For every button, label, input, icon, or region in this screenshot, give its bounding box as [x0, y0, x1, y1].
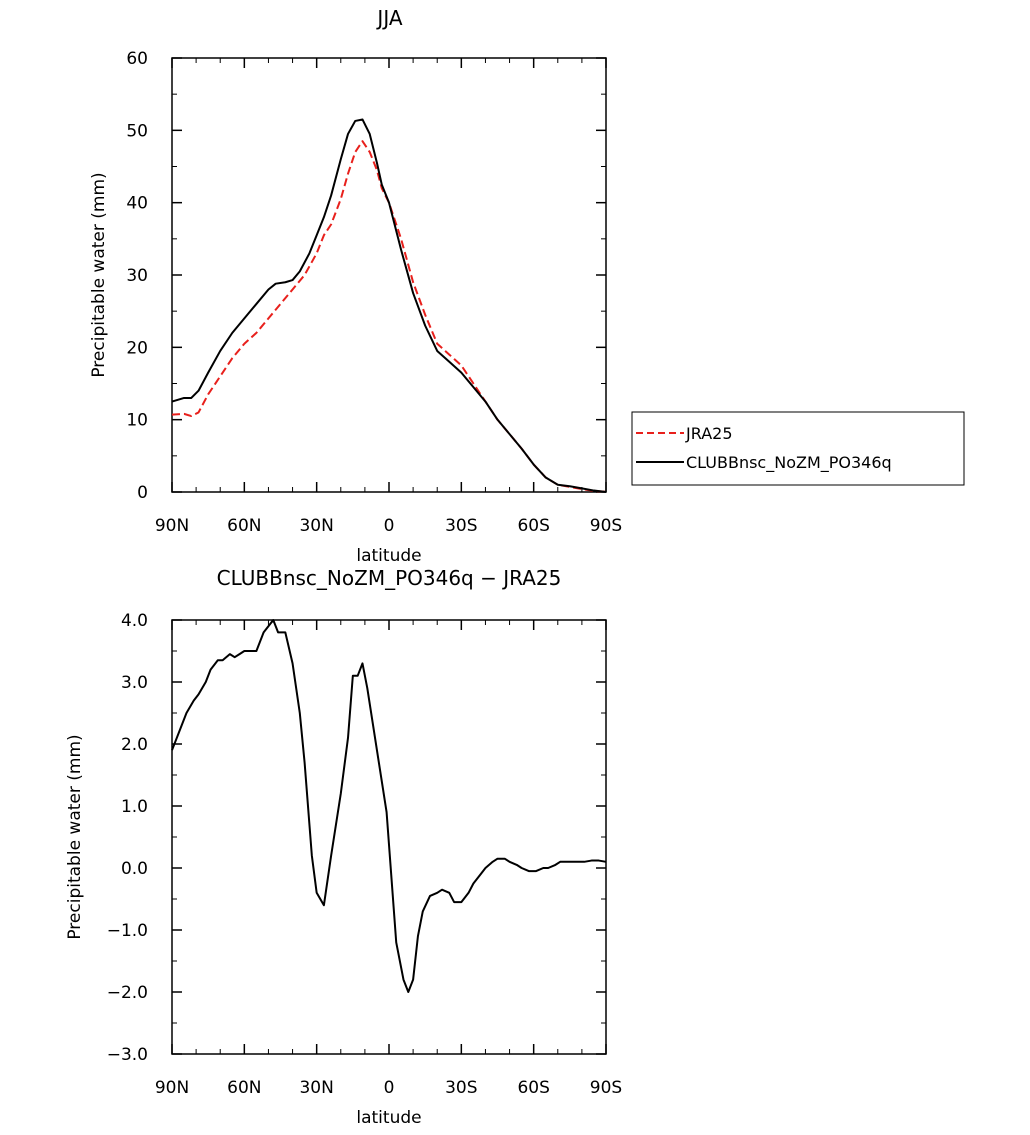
y-tick-label: 20: [126, 338, 148, 358]
y-tick-label: 50: [126, 121, 148, 141]
legend-box: [631, 411, 965, 486]
top-x-ticks: 90N 60N 30N 0 30S 60S 90S: [155, 58, 622, 536]
bottom-y-axis-label: Precipitable water (mm): [65, 734, 85, 939]
x-tick-label: 30N: [299, 516, 333, 536]
y-tick-label: 2.0: [121, 735, 148, 755]
x-tick-label: 0: [384, 1078, 395, 1098]
bottom-panel: CLUBBnsc_NoZM_PO346q − JRA25 90N 60N 30N 0 3…: [65, 566, 622, 1128]
top-plot-frame: [171, 57, 607, 493]
legend-label-jra25: JRA25: [685, 424, 733, 443]
x-tick-label: 0: [384, 516, 395, 536]
x-tick-label: 30S: [445, 516, 477, 536]
legend-label-clubb: CLUBBnsc_NoZM_PO346q: [686, 453, 892, 473]
y-tick-label: −2.0: [107, 983, 148, 1003]
x-tick-label: 90N: [155, 1078, 189, 1098]
y-tick-label: 0: [137, 483, 148, 503]
bottom-y-ticks: −3.0 −2.0 −1.0 0.0 1.0 2.0 3.0 4.0: [107, 611, 606, 1065]
series-line-bot-0: [171, 619, 607, 993]
y-tick-label: 30: [126, 266, 148, 286]
series-line-clubbnsc-nozm-po346q: [171, 118, 607, 493]
bottom-x-axis-label: latitude: [356, 1108, 421, 1128]
x-tick-label: 90S: [590, 516, 622, 536]
bottom-x-ticks: 90N 60N 30N 0 30S 60S 90S: [155, 620, 622, 1098]
bottom-chart-title: CLUBBnsc_NoZM_PO346q − JRA25: [217, 566, 562, 590]
y-tick-label: −1.0: [107, 921, 148, 941]
y-tick-label: 60: [126, 49, 148, 69]
x-tick-label: 60S: [517, 1078, 549, 1098]
top-x-axis-label: latitude: [356, 546, 421, 566]
x-tick-label: 30N: [299, 1078, 333, 1098]
y-tick-label: 3.0: [121, 673, 148, 693]
y-tick-label: 10: [126, 411, 148, 431]
bottom-series-group: [171, 619, 607, 993]
x-tick-label: 90N: [155, 516, 189, 536]
y-tick-label: −3.0: [107, 1045, 148, 1065]
y-tick-label: 40: [126, 194, 148, 214]
top-y-ticks: 0 10 20 30 40 50 60: [126, 49, 606, 503]
y-tick-label: 1.0: [121, 797, 148, 817]
top-series-group: [171, 118, 607, 493]
series-line-jra25: [171, 140, 607, 493]
y-tick-label: 4.0: [121, 611, 148, 631]
x-tick-label: 60N: [227, 1078, 261, 1098]
y-tick-label: 0.0: [121, 859, 148, 879]
x-tick-label: 30S: [445, 1078, 477, 1098]
top-panel: JJA 90N 60N 30N 0 30S 60S 90S 0 10 20 30 40 50 60 la…: [89, 6, 622, 566]
legend: JRA25 CLUBBnsc_NoZM_PO346q: [631, 411, 965, 486]
top-chart-title: JJA: [375, 6, 402, 30]
top-y-axis-label: Precipitable water (mm): [89, 172, 109, 377]
x-tick-label: 60S: [517, 516, 549, 536]
x-tick-label: 90S: [590, 1078, 622, 1098]
x-tick-label: 60N: [227, 516, 261, 536]
